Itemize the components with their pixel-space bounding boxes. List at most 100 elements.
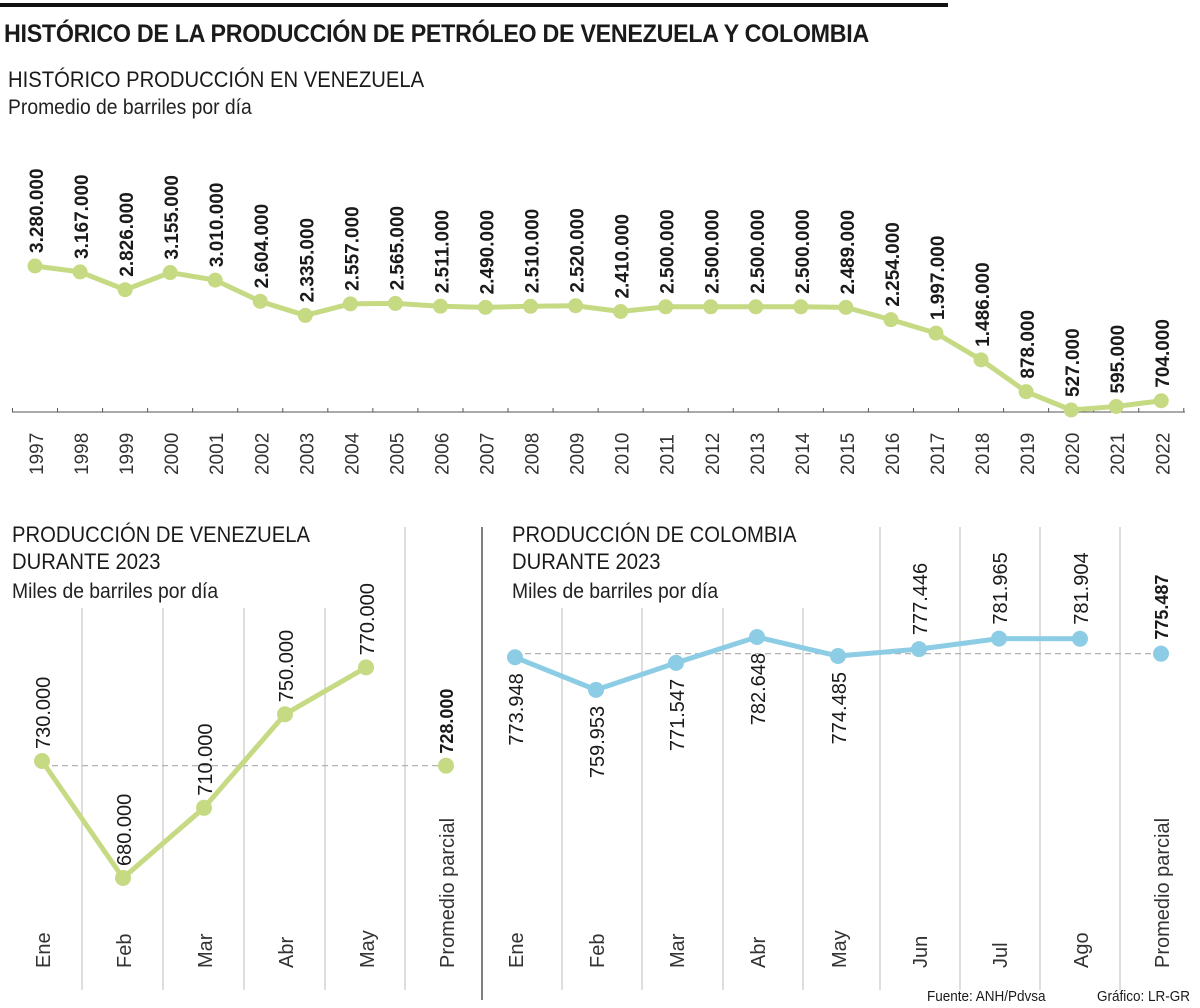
data-point-Feb — [115, 870, 131, 886]
data-point-2016 — [883, 312, 899, 328]
data-point-2000 — [162, 265, 178, 281]
venezuela-2023-subtitle: Miles de barriles por día — [12, 580, 219, 603]
colombia-2023-title-line1: PRODUCCIÓN DE COLOMBIA — [512, 522, 797, 547]
x-tick-label-Feb: Feb — [587, 934, 609, 968]
data-point-2012 — [703, 299, 719, 315]
data-label-Jun: 777.446 — [910, 563, 932, 635]
data-point-Jul — [991, 630, 1007, 647]
data-point-2008 — [523, 298, 539, 314]
x-tick-label-2000: 2000 — [162, 433, 183, 475]
data-label-2021: 595.000 — [1108, 325, 1129, 394]
data-point-2009 — [568, 298, 584, 314]
colombia-2023-subtitle: Miles de barriles por día — [512, 580, 719, 603]
data-point-2001 — [207, 272, 223, 288]
data-label-2000: 3.155.000 — [162, 175, 183, 260]
data-label-May: 770.000 — [357, 583, 379, 655]
average-category-label: Promedio parcial — [1152, 818, 1174, 968]
x-tick-label-2009: 2009 — [568, 433, 589, 475]
data-label-1999: 2.826.000 — [117, 192, 138, 277]
data-label-2002: 2.604.000 — [252, 204, 273, 289]
x-tick-label-Abr: Abr — [748, 937, 770, 968]
data-label-Mar: 710.000 — [195, 724, 217, 796]
data-point-2007 — [478, 299, 493, 315]
data-point-2018 — [973, 352, 989, 368]
data-label-2008: 2.510.000 — [523, 209, 544, 294]
data-label-1997: 3.280.000 — [27, 168, 48, 253]
x-tick-label-May: May — [829, 930, 851, 968]
data-point-Ago — [1072, 630, 1088, 647]
data-point-Abr — [277, 706, 293, 723]
data-label-Abr: 750.000 — [276, 630, 298, 702]
page-title: HISTÓRICO DE LA PRODUCCIÓN DE PETRÓLEO D… — [4, 20, 869, 48]
average-point — [438, 757, 454, 774]
average-point — [1153, 645, 1169, 662]
data-point-2015 — [838, 299, 854, 315]
x-tick-label-2011: 2011 — [658, 434, 679, 475]
data-label-Ene: 730.000 — [33, 677, 55, 749]
data-label-2004: 2.557.000 — [342, 206, 363, 291]
data-point-2021 — [1108, 398, 1124, 414]
data-label-2016: 2.254.000 — [883, 222, 904, 307]
data-point-Jun — [911, 641, 927, 658]
data-label-2013: 2.500.000 — [748, 209, 769, 294]
history-chart-title: HISTÓRICO PRODUCCIÓN EN VENEZUELA — [8, 67, 425, 92]
x-tick-label-2013: 2013 — [748, 433, 769, 475]
data-label-2017: 1.997.000 — [928, 236, 949, 321]
data-label-2001: 3.010.000 — [207, 183, 228, 268]
data-point-2004 — [342, 296, 358, 312]
venezuela-history-line — [34, 263, 1162, 413]
data-label-Ago: 781.904 — [1071, 552, 1093, 624]
data-point-May — [358, 659, 374, 676]
x-tick-label-Mar: Mar — [667, 933, 689, 968]
data-point-Mar — [668, 654, 684, 671]
x-tick-label-Mar: Mar — [195, 933, 217, 968]
x-tick-label-2001: 2001 — [207, 433, 228, 475]
x-tick-label-2017: 2017 — [928, 433, 949, 475]
data-label-1998: 3.167.000 — [72, 174, 93, 259]
x-tick-label-2008: 2008 — [523, 433, 544, 475]
x-tick-label-2003: 2003 — [297, 433, 318, 475]
x-tick-label-Jun: Jun — [910, 936, 932, 968]
average-value-label: 728.000 — [437, 689, 457, 754]
x-tick-label-2020: 2020 — [1063, 433, 1084, 475]
data-label-2007: 2.490.000 — [478, 210, 499, 295]
data-label-2011: 2.500.000 — [658, 209, 679, 294]
data-label-2015: 2.489.000 — [838, 210, 859, 295]
x-tick-label-2014: 2014 — [793, 432, 814, 475]
history-chart-subtitle: Promedio de barriles por día — [8, 96, 252, 119]
data-point-Feb — [588, 681, 604, 698]
data-point-2014 — [793, 299, 809, 315]
data-label-Mar: 771.547 — [667, 679, 689, 751]
data-label-2010: 2.410.000 — [613, 214, 634, 299]
colombia-2023-line — [514, 634, 1081, 693]
data-label-Jul: 781.965 — [990, 552, 1012, 624]
data-label-Feb: 680.000 — [114, 794, 136, 866]
data-label-2014: 2.500.000 — [793, 209, 814, 294]
data-label-2003: 2.335.000 — [297, 218, 318, 303]
data-point-2006 — [432, 298, 448, 314]
x-tick-label-Jul: Jul — [990, 942, 1012, 968]
data-label-2022: 704.000 — [1153, 319, 1174, 388]
data-label-2012: 2.500.000 — [703, 209, 724, 294]
x-tick-label-2015: 2015 — [838, 433, 859, 475]
x-tick-label-1998: 1998 — [72, 433, 93, 475]
data-point-2022 — [1153, 393, 1169, 409]
data-point-2019 — [1018, 384, 1034, 400]
x-tick-label-2021: 2021 — [1108, 433, 1129, 475]
data-label-Abr: 782.648 — [748, 653, 770, 725]
data-point-Ene — [34, 753, 50, 769]
data-label-May: 774.485 — [829, 672, 851, 744]
x-tick-label-2006: 2006 — [432, 433, 453, 475]
title-rule — [0, 3, 948, 7]
data-point-2017 — [928, 325, 944, 341]
x-tick-label-2010: 2010 — [613, 433, 634, 475]
data-point-2010 — [613, 304, 629, 320]
x-tick-label-May: May — [357, 930, 379, 968]
average-value-label: 775.487 — [1152, 575, 1172, 640]
data-label-2005: 2.565.000 — [387, 206, 408, 291]
data-point-Abr — [749, 629, 765, 645]
x-tick-label-2018: 2018 — [973, 433, 994, 475]
data-point-2002 — [252, 293, 268, 309]
credit-note: Gráfico: LR-GR — [1097, 988, 1191, 1005]
